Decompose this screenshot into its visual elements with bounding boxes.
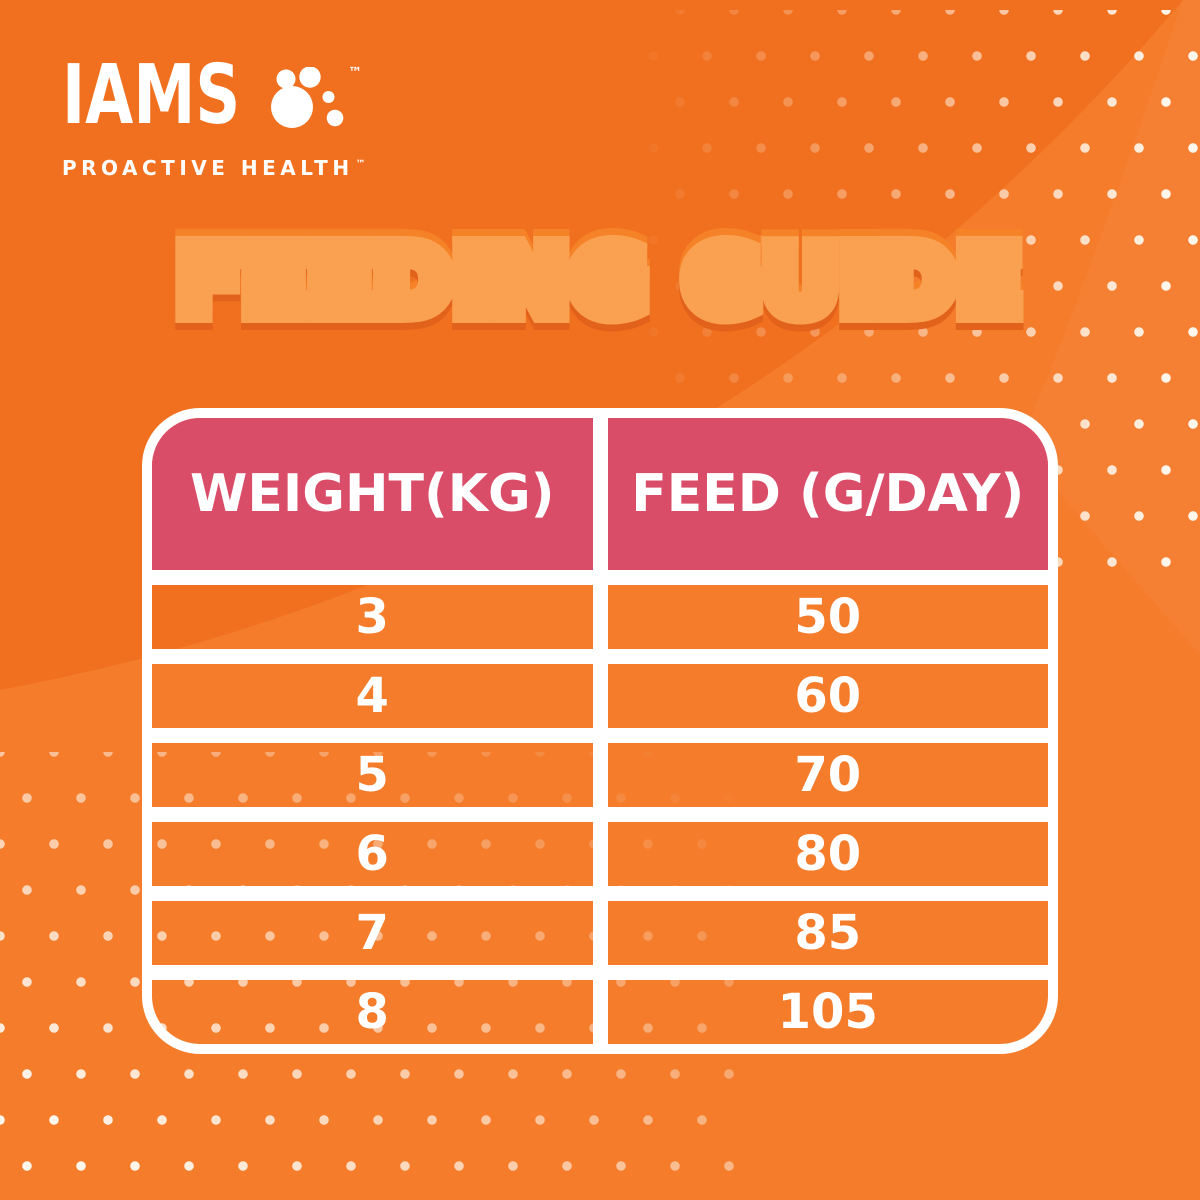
- brand-tagline: PROACTIVE HEALTH ™: [62, 156, 366, 180]
- table-row-weight-cell: 3: [355, 589, 389, 645]
- table-row-weight-cell: 4: [355, 668, 389, 724]
- table-row-divider: [152, 728, 1048, 743]
- paw-icon: [271, 67, 344, 128]
- table-row-feed-cell: 50: [794, 589, 862, 645]
- page-title-outline-top-layer: FEEDING GUIDE: [167, 212, 1030, 338]
- page-title-outline-bottom-layer: FEEDING GUIDE: [167, 219, 1030, 345]
- wordmark-trademark: ™: [348, 65, 362, 81]
- table-row-feed-cell: 80: [794, 826, 862, 882]
- page-title: FEEDING GUIDE FEEDING GUIDE FEEDING GUID…: [0, 212, 1200, 352]
- table-row-weight-cell: 7: [355, 905, 389, 961]
- table-row-weight-cell: 5: [355, 747, 389, 803]
- page-title-text: FEEDING GUIDE: [175, 220, 1024, 329]
- column-header-feed: FEED (G/DAY): [607, 418, 1048, 570]
- page-title-shadow-layer: FEEDING GUIDE: [167, 226, 1030, 352]
- brand-logo: IAMS ™ PROACTIVE HEALTH ™: [62, 48, 366, 181]
- table-row-divider: [152, 570, 1048, 585]
- table-row-feed-cell: 70: [794, 747, 862, 803]
- brand-tagline-text: PROACTIVE HEALTH: [62, 156, 354, 180]
- table-row-weight-cell: 6: [355, 826, 389, 882]
- brand-logo-row: IAMS ™: [62, 48, 366, 143]
- tagline-trademark: ™: [355, 159, 366, 171]
- table-row-divider: [152, 807, 1048, 822]
- table-row-divider: [152, 965, 1048, 980]
- iams-wordmark: IAMS: [62, 48, 241, 143]
- table-row-divider: [152, 649, 1048, 664]
- table-row-weight-cell: 8: [355, 984, 389, 1040]
- table-row-feed-cell: 85: [794, 905, 862, 961]
- table-row-feed-cell: 105: [777, 984, 878, 1040]
- table-row-feed-cell: 60: [794, 668, 862, 724]
- column-header-weight: WEIGHT(KG): [152, 418, 593, 570]
- table-row-divider: [152, 886, 1048, 901]
- feeding-table: WEIGHT(KG) FEED (G/DAY) 3 50 4 60 5 70 6…: [142, 408, 1058, 1054]
